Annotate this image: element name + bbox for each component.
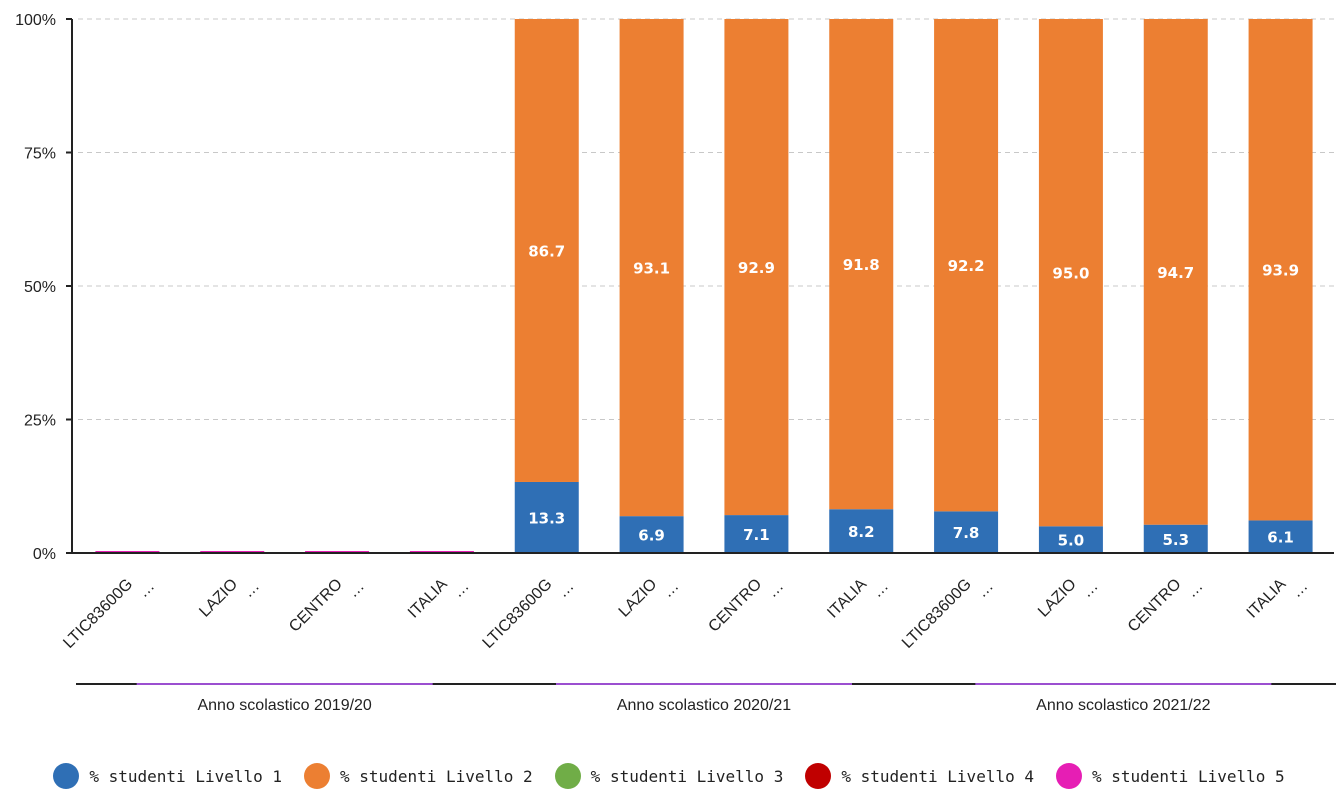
data-label: 93.1	[633, 260, 670, 278]
legend-item-livello-3[interactable]: % studenti Livello 3	[554, 763, 784, 789]
x-category-label-line: …	[869, 578, 892, 601]
y-tick-label: 100%	[15, 12, 56, 29]
legend-label-livello-3: % studenti Livello 3	[590, 766, 784, 786]
x-category-label-line: …	[1078, 578, 1101, 601]
data-label: 8.2	[848, 523, 875, 541]
bar-segment-1-11	[1248, 520, 1313, 553]
x-category-label-line: …	[973, 578, 996, 601]
x-category-label-line: LTIC83600G	[899, 576, 975, 652]
data-label: 94.7	[1157, 264, 1194, 282]
legend-swatch-livello-1	[53, 763, 80, 789]
legend-item-livello-1[interactable]: % studenti Livello 1	[53, 763, 282, 789]
x-category-label-line: ITALIA	[824, 576, 870, 622]
x-category-label-line: …	[764, 578, 787, 601]
legend-label-livello-2: % studenti Livello 2	[340, 766, 533, 786]
x-category-label-line: ITALIA	[405, 576, 451, 622]
bar-segment-1-10	[1143, 524, 1208, 553]
legend: % studenti Livello 1 % studenti Livello …	[0, 763, 1338, 789]
bar-segment-2-4	[514, 19, 579, 482]
legend-swatch-livello-2	[304, 763, 331, 789]
legend-item-livello-5[interactable]: % studenti Livello 5	[1055, 763, 1285, 789]
legend-item-livello-2[interactable]: % studenti Livello 2	[304, 763, 533, 789]
bar-segment-2-11	[1248, 19, 1313, 521]
data-label: 92.2	[948, 257, 985, 275]
x-category-label-line: …	[554, 578, 577, 601]
x-category-label-line: CENTRO	[705, 576, 765, 636]
data-label: 5.0	[1058, 532, 1085, 550]
x-category-label-line: LTIC83600G	[60, 576, 136, 652]
x-category-label: ITALIA…	[405, 566, 473, 634]
y-tick-label: 0%	[33, 546, 56, 563]
x-category-label: CENTRO…	[1125, 566, 1207, 648]
x-category-label-line: LAZIO	[616, 576, 661, 621]
bar-segment-1-6	[724, 515, 789, 553]
x-category-label-line: …	[449, 578, 472, 601]
data-label: 6.1	[1267, 529, 1294, 547]
data-label: 92.9	[738, 259, 775, 277]
x-category-label-line: ITALIA	[1244, 576, 1290, 622]
x-category-label: ITALIA…	[824, 566, 892, 634]
x-category-label: ITALIA…	[1244, 566, 1312, 634]
bar-segment-2-10	[1143, 19, 1208, 525]
bar-segment-1-9	[1038, 526, 1103, 553]
x-category-label: LTIC83600G…	[899, 566, 997, 664]
x-category-label-line: LAZIO	[196, 576, 241, 621]
bar-segment-1-8	[934, 511, 999, 553]
legend-label-livello-1: % studenti Livello 1	[89, 766, 283, 786]
data-label: 86.7	[528, 242, 565, 260]
x-category-label-line: …	[135, 578, 158, 601]
x-category-label: LAZIO…	[616, 566, 683, 633]
group-label: Anno scolastico 2019/20	[197, 697, 371, 714]
data-label: 93.9	[1262, 262, 1299, 280]
x-category-label-line: …	[240, 578, 263, 601]
data-label: 6.9	[638, 527, 665, 545]
data-label: 91.8	[843, 256, 880, 274]
x-category-label-line: …	[1288, 578, 1311, 601]
data-label: 7.1	[743, 526, 770, 544]
data-label: 5.3	[1162, 531, 1189, 549]
x-category-label: LTIC83600G…	[480, 566, 578, 664]
x-category-label: LAZIO…	[1035, 566, 1102, 633]
x-category-label-line: …	[659, 578, 682, 601]
bar-segment-2-9	[1038, 19, 1103, 527]
x-category-label-line: LAZIO	[1035, 576, 1080, 621]
legend-label-livello-5: % studenti Livello 5	[1091, 766, 1285, 786]
bar-segment-1-4	[514, 481, 579, 553]
x-category-label: CENTRO…	[286, 566, 368, 648]
legend-swatch-livello-5	[1055, 763, 1082, 789]
y-tick-label: 75%	[24, 146, 56, 163]
data-label: 7.8	[953, 524, 980, 542]
bar-segment-2-5	[619, 19, 684, 517]
bar-segment-2-8	[934, 19, 999, 512]
legend-swatch-livello-3	[554, 763, 581, 789]
y-tick-label: 25%	[24, 413, 56, 430]
legend-label-livello-4: % studenti Livello 4	[841, 766, 1034, 786]
bar-segment-1-5	[619, 516, 684, 553]
data-label: 95.0	[1052, 265, 1089, 283]
x-category-label-line: CENTRO	[286, 576, 346, 636]
legend-item-livello-4[interactable]: % studenti Livello 4	[805, 763, 1034, 789]
x-category-label: LAZIO…	[196, 566, 263, 633]
x-category-label-line: …	[1183, 578, 1206, 601]
data-label: 13.3	[528, 509, 565, 527]
bar-segment-2-6	[724, 19, 789, 516]
group-label: Anno scolastico 2021/22	[1036, 697, 1210, 714]
legend-swatch-livello-4	[805, 763, 832, 789]
group-label: Anno scolastico 2020/21	[617, 697, 791, 714]
bar-segment-2-7	[829, 19, 894, 510]
x-category-label-line: CENTRO	[1125, 576, 1185, 636]
y-tick-label: 50%	[24, 279, 56, 296]
stacked-bar-chart: 0% 25% 50% 75% 100% 13.3 86.7 6.9 93.1 7.1 92.9 8.2…	[15, 12, 1336, 714]
x-category-label: LTIC83600G…	[60, 566, 158, 664]
x-category-label-line: LTIC83600G	[480, 576, 556, 652]
bar-segment-1-7	[829, 509, 894, 553]
x-category-label-line: …	[344, 578, 367, 601]
x-category-label: CENTRO…	[705, 566, 787, 648]
